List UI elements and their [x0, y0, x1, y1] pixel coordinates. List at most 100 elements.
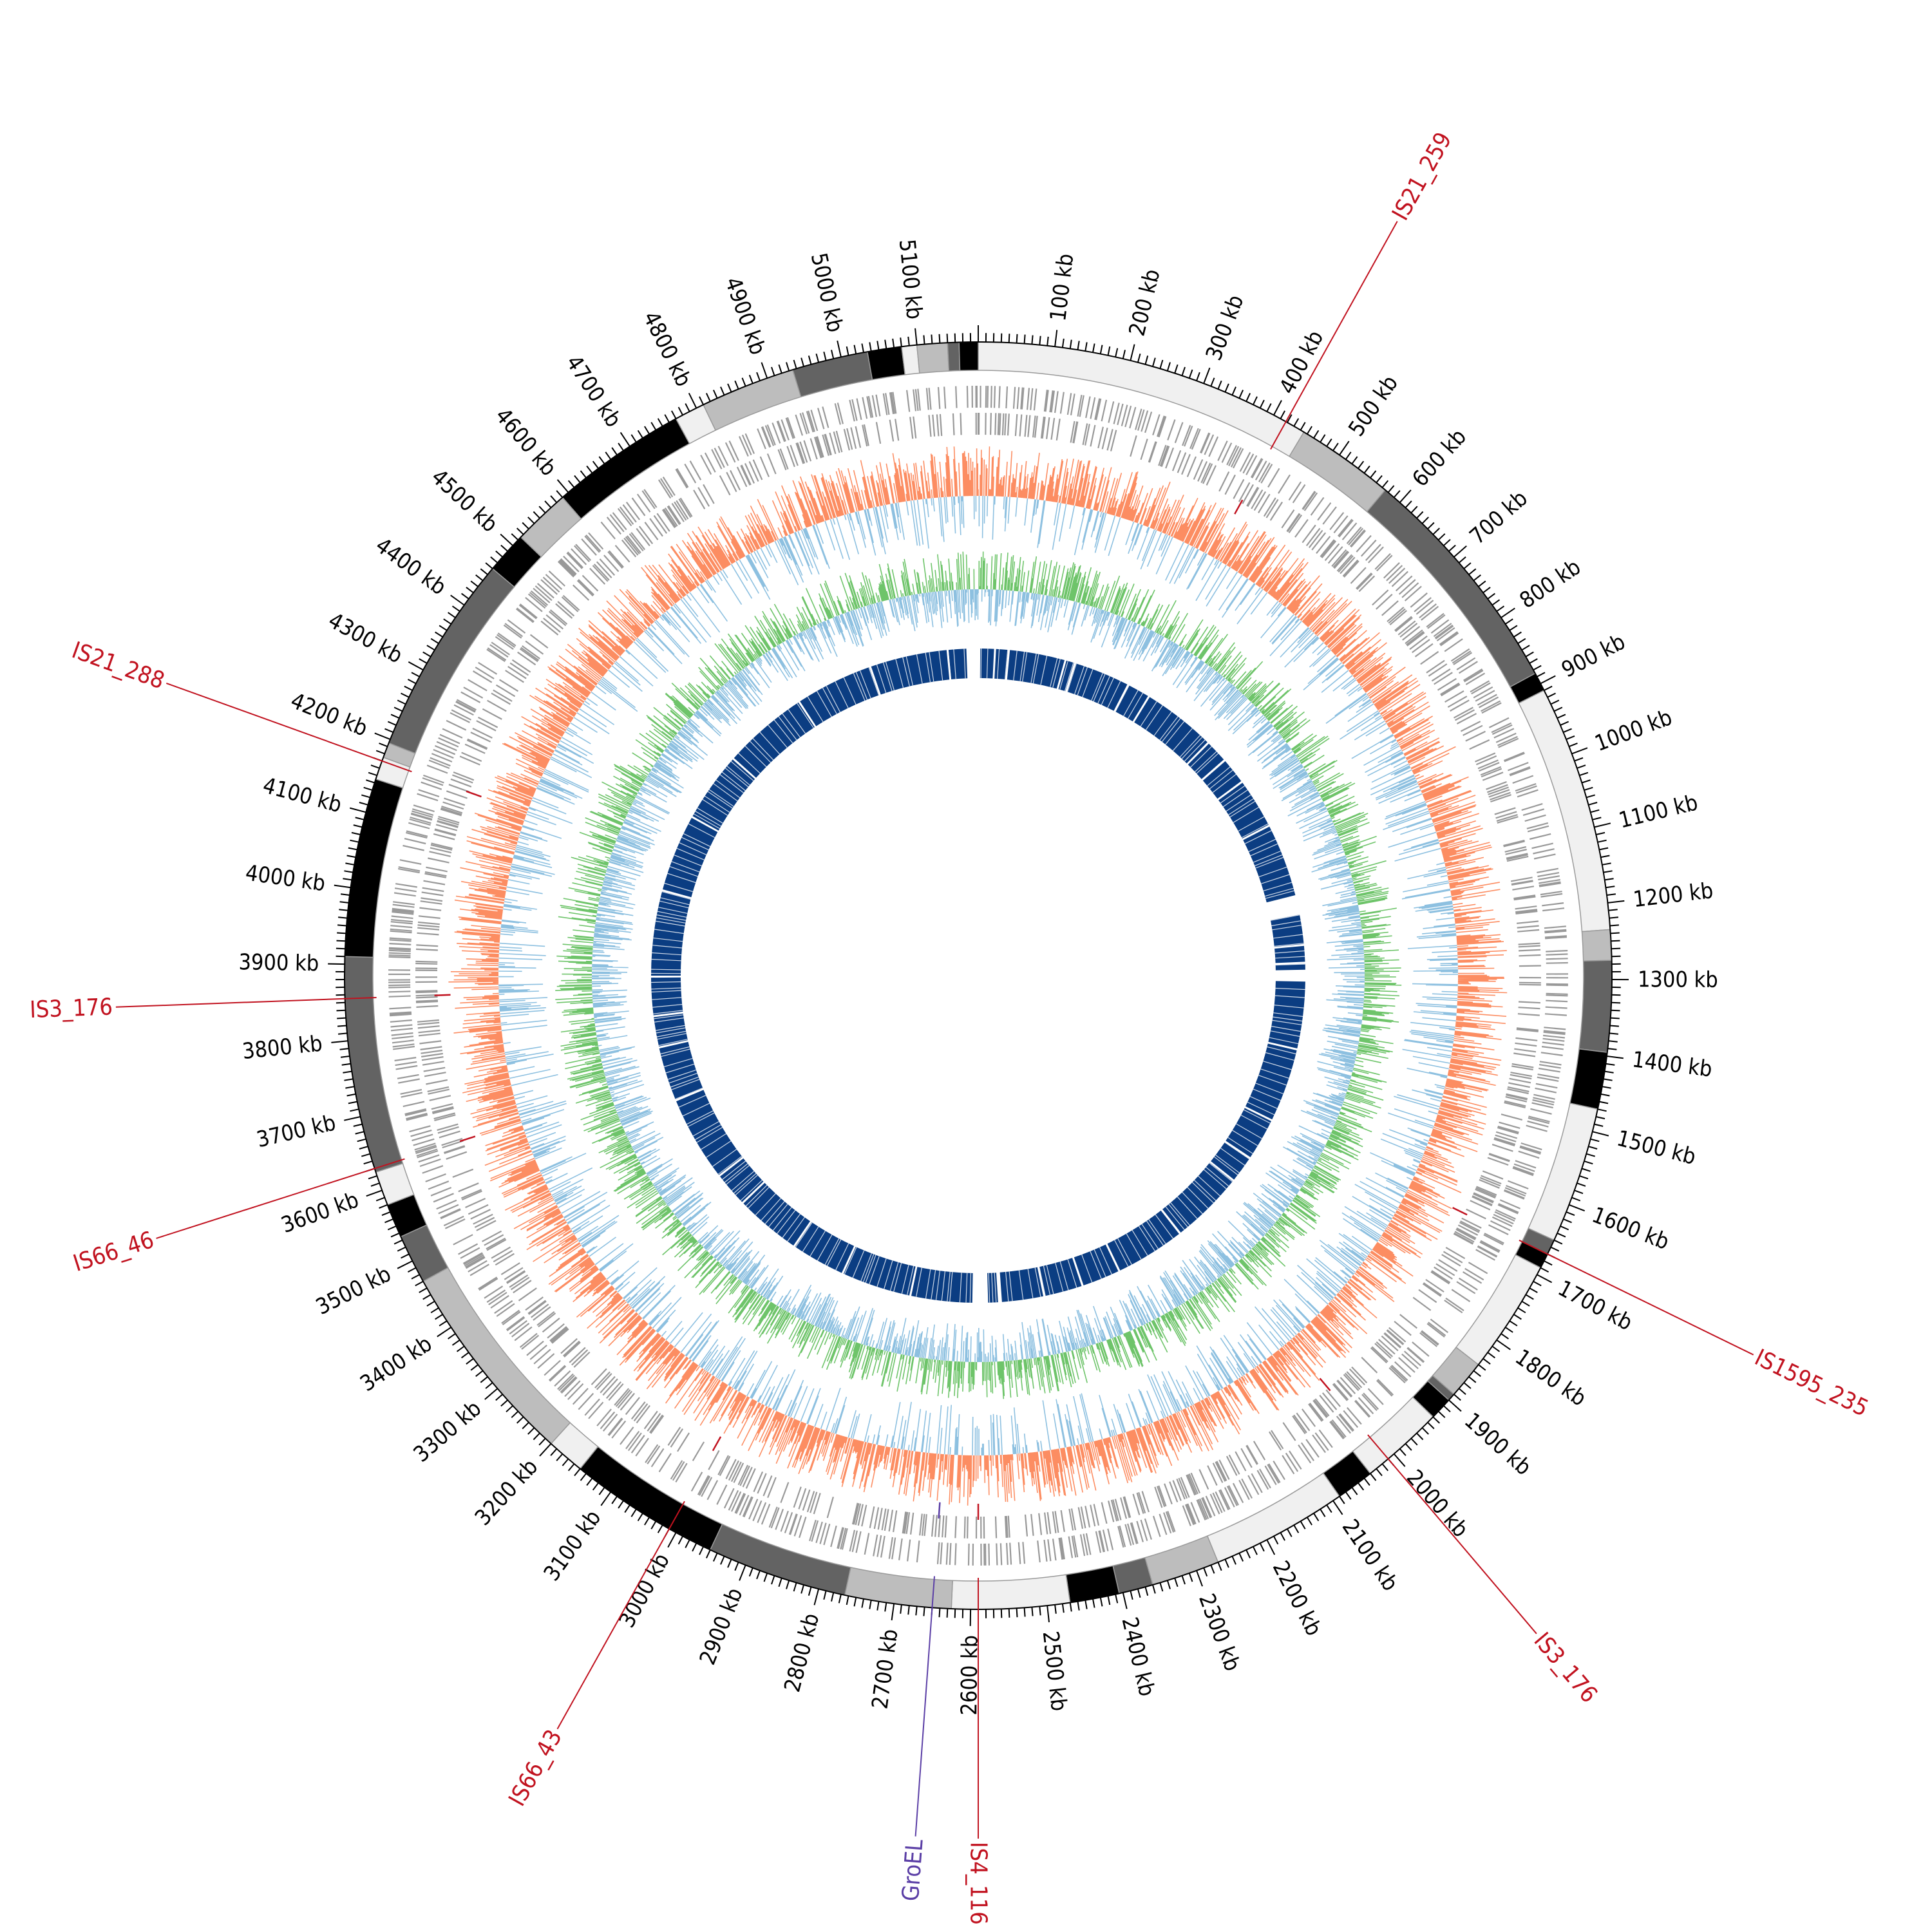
inner-block-5: [1115, 685, 1148, 722]
annotation-leader-line: [914, 1576, 935, 1837]
inner-block-30: [659, 1041, 703, 1100]
annotation-marker: [434, 994, 451, 996]
annotation-marker: [938, 1502, 941, 1519]
outer-block-24: [579, 1446, 723, 1551]
annotation-leader-line: [156, 1158, 405, 1239]
annotation-leader-line: [556, 1501, 685, 1730]
inner-block-11: [1270, 914, 1304, 947]
scale-label: 1600 kb: [1588, 1202, 1672, 1255]
scale-label: 2100 kb: [1337, 1515, 1403, 1596]
scale-label: 1900 kb: [1459, 1408, 1536, 1481]
inner-block-8: [1202, 761, 1242, 799]
annotation-label: IS21_288: [68, 637, 167, 694]
scale-label: 3700 kb: [254, 1110, 338, 1153]
annotation-marker: [1452, 1207, 1468, 1216]
scale-label: 1100 kb: [1616, 790, 1701, 833]
scale-label: 2300 kb: [1193, 1590, 1245, 1674]
scale-label: 1800 kb: [1510, 1344, 1591, 1411]
genes-forward-strand: [388, 385, 1569, 1566]
inner-block-16: [1226, 1108, 1271, 1157]
outer-block-39: [703, 369, 802, 431]
inner-block-27: [743, 1182, 810, 1246]
annotation-label: IS21_259: [1387, 128, 1457, 225]
outer-block-19: [1112, 1557, 1153, 1595]
inner-block-34: [663, 817, 718, 898]
scale-label: 900 kb: [1557, 629, 1629, 683]
inner-block-3: [1058, 660, 1074, 692]
gc-skew-positive: [448, 446, 1508, 1506]
annotation-leader-line: [1367, 1434, 1537, 1634]
inner-block-37: [800, 667, 880, 726]
outer-block-0: [978, 341, 1305, 457]
outer-block-30: [344, 956, 404, 1173]
annotation-label: IS4_116: [965, 1842, 992, 1925]
outer-block-37: [562, 418, 690, 520]
scale-label: 700 kb: [1464, 486, 1532, 550]
inner-block-10: [1243, 826, 1296, 903]
outer-block-41: [866, 346, 906, 381]
scale-label: 2500 kb: [1037, 1630, 1072, 1712]
annotation-label: IS3_176: [1528, 1627, 1602, 1708]
scale-label: 4300 kb: [324, 607, 407, 668]
scale-label: 3600 kb: [278, 1187, 363, 1238]
scale-label: 5000 kb: [806, 251, 848, 334]
scale-label: 2200 kb: [1267, 1557, 1327, 1640]
scale-label: 500 kb: [1343, 371, 1403, 441]
scale-label: 400 kb: [1274, 327, 1329, 399]
annotation-label: IS66_43: [504, 1725, 567, 1810]
scale-label: 1500 kb: [1615, 1126, 1699, 1170]
scale-label: 3300 kb: [409, 1396, 487, 1468]
scale-label: 4200 kb: [287, 688, 372, 742]
scale-label: 4600 kb: [490, 403, 562, 481]
inner-block-32: [651, 977, 683, 1016]
scale-label: 3800 kb: [241, 1031, 323, 1065]
outer-block-18: [1144, 1535, 1219, 1586]
scale-label: 4000 kb: [244, 860, 327, 896]
inner-block-22: [999, 1267, 1043, 1302]
scale-label: 3400 kb: [355, 1331, 437, 1397]
scale-label: 3200 kb: [470, 1454, 544, 1531]
annotation-leader-line: [166, 682, 412, 773]
inner-block-track: [650, 648, 1306, 1303]
inner-block-38: [871, 650, 950, 695]
outer-block-21: [951, 1574, 1071, 1610]
annotation-leader-line: [1270, 221, 1398, 450]
outer-block-6: [1578, 960, 1613, 1053]
scale-label: 3000 kb: [614, 1549, 675, 1632]
inner-block-35: [692, 759, 755, 831]
annotation-marker: [1319, 1378, 1331, 1392]
inner-block-gaps: [650, 648, 1306, 1303]
scale-label: 2000 kb: [1401, 1465, 1473, 1542]
scale-label: 100 kb: [1045, 252, 1079, 323]
outer-block-45: [958, 341, 979, 372]
scale-label: 2700 kb: [867, 1627, 903, 1710]
scale-label: 200 kb: [1124, 267, 1166, 339]
scale-label: 2400 kb: [1116, 1615, 1159, 1699]
scale-label: 2600 kb: [956, 1635, 983, 1716]
scale-label: 3900 kb: [238, 949, 319, 976]
annotation-marker: [1234, 499, 1244, 515]
scale-label: 600 kb: [1407, 424, 1472, 492]
inner-block-21: [1039, 1258, 1082, 1296]
annotation-label: IS1595_235: [1750, 1344, 1872, 1422]
inner-block-17: [1211, 1142, 1249, 1180]
scale-tick-marks: [328, 325, 1629, 1626]
inner-block-28: [720, 1158, 764, 1202]
scale-label: 4400 kb: [371, 533, 451, 600]
annotation-label: IS3_176: [30, 994, 113, 1023]
inner-block-1: [994, 649, 1009, 679]
gc-content-track: [555, 551, 1402, 1399]
outer-block-track: [344, 341, 1613, 1610]
gene-track: [388, 385, 1569, 1566]
scale-label: 2900 kb: [695, 1584, 748, 1669]
inner-block-15: [1245, 1043, 1297, 1120]
scale-label: 1000 kb: [1591, 705, 1676, 757]
scale-label: 4800 kb: [638, 307, 696, 390]
annotation-marker: [712, 1436, 722, 1452]
gc-skew-negative: [498, 495, 1459, 1456]
scale-label: 300 kb: [1201, 292, 1249, 365]
inner-block-25: [843, 1247, 916, 1296]
annotation-leader-line: [115, 997, 377, 1008]
outer-block-43: [916, 342, 950, 374]
